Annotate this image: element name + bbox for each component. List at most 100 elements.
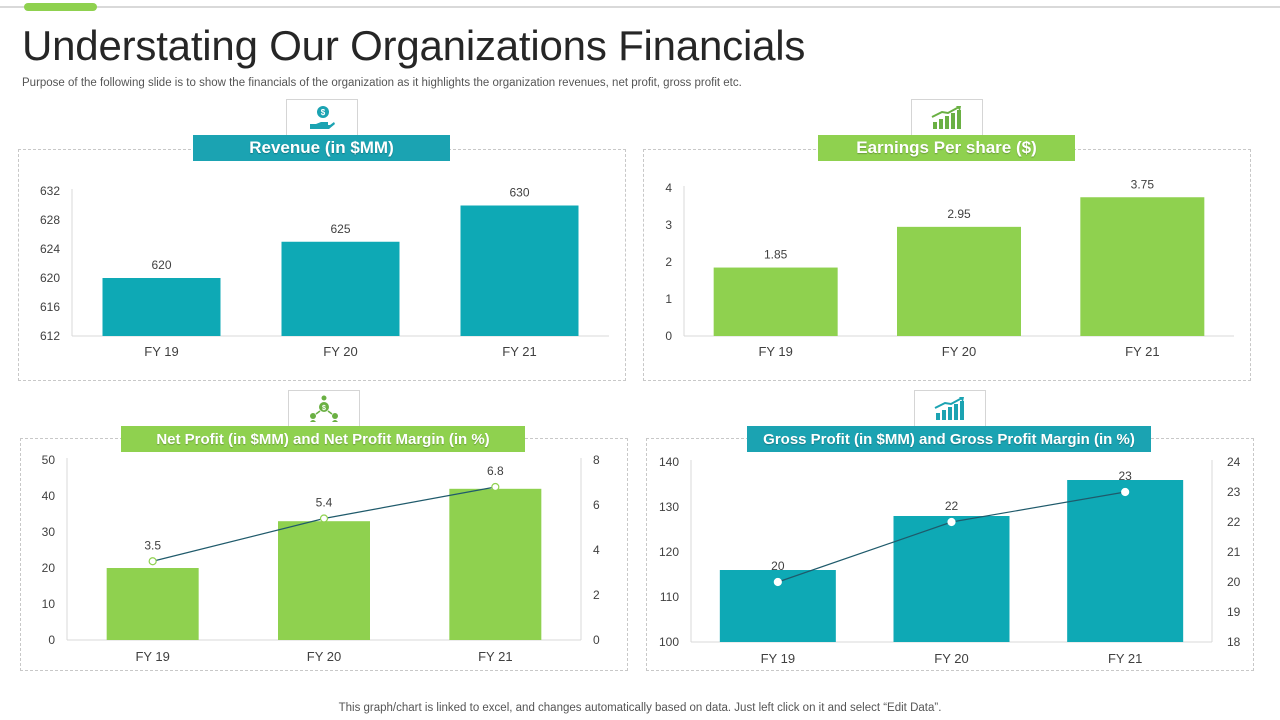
x-tick-label: FY 21 <box>1125 344 1159 359</box>
eps-banner: Earnings Per share ($) <box>818 135 1075 161</box>
gross-profit-banner-label: Gross Profit (in $MM) and Gross Profit M… <box>763 430 1135 448</box>
margin-point <box>773 577 782 587</box>
y2-tick-label: 19 <box>1227 605 1241 619</box>
y2-tick-label: 8 <box>593 453 600 467</box>
top-divider <box>0 6 1280 8</box>
eps-icon-box <box>911 99 983 137</box>
data-label: 620 <box>151 258 171 272</box>
y2-tick-label: 18 <box>1227 635 1241 649</box>
revenue-icon-box: $ <box>286 99 358 137</box>
bar <box>460 205 579 336</box>
top-accent-bar <box>24 3 97 11</box>
bar <box>713 267 838 336</box>
network-money-icon: $ <box>310 395 338 422</box>
net-profit-banner-label: Net Profit (in $MM) and Net Profit Margi… <box>156 430 490 448</box>
y-tick-label: 612 <box>40 329 60 343</box>
y-tick-label: 10 <box>42 597 56 611</box>
y-tick-label: 120 <box>659 545 679 559</box>
data-label: 22 <box>945 499 959 513</box>
gross-profit-chart[interactable]: 100 110 120 130 140 18 19 20 21 22 23 24 FY 19 FY 20 F… <box>647 439 1253 670</box>
x-tick-label: FY 19 <box>135 649 169 664</box>
y-tick-label: 110 <box>660 590 679 604</box>
gross-profit-panel: 100 110 120 130 140 18 19 20 21 22 23 24 FY 19 FY 20 F… <box>646 438 1254 671</box>
x-tick-label: FY 20 <box>934 651 968 666</box>
y2-tick-label: 2 <box>593 588 600 602</box>
bar <box>1067 480 1184 642</box>
eps-banner-label: Earnings Per share ($) <box>856 138 1037 157</box>
y2-tick-label: 6 <box>593 498 600 512</box>
margin-point <box>491 482 500 492</box>
y-tick-label: 632 <box>40 184 60 198</box>
x-tick-label: FY 19 <box>144 344 178 359</box>
data-label: 630 <box>509 186 529 200</box>
y2-tick-label: 24 <box>1227 455 1241 469</box>
money-hand-icon: $ <box>310 106 335 129</box>
data-label: 6.8 <box>487 464 504 478</box>
x-tick-label: FY 21 <box>478 649 512 664</box>
y-tick-label: 30 <box>42 525 56 539</box>
x-tick-label: FY 21 <box>1108 651 1142 666</box>
growth-chart-icon <box>934 397 964 420</box>
bar <box>449 488 542 640</box>
gross-profit-icon-box <box>914 390 986 428</box>
y-tick-label: 100 <box>659 635 679 649</box>
y-tick-label: 1 <box>665 292 672 306</box>
y-tick-label: 616 <box>40 300 60 314</box>
data-label: 3.75 <box>1131 177 1155 191</box>
y2-tick-label: 23 <box>1227 485 1241 499</box>
y-tick-label: 3 <box>665 218 672 232</box>
data-label: 3.5 <box>144 538 161 552</box>
bar <box>106 568 199 640</box>
x-tick-label: FY 20 <box>323 344 357 359</box>
revenue-chart[interactable]: 612 616 620 624 628 632 FY 19 FY 20 FY 21 620 625 6… <box>19 150 625 380</box>
x-tick-label: FY 19 <box>761 651 795 666</box>
y-tick-label: 624 <box>40 242 60 256</box>
x-tick-label: FY 20 <box>307 649 341 664</box>
y2-tick-label: 21 <box>1227 545 1241 559</box>
data-label: 5.4 <box>316 496 333 510</box>
y2-tick-label: 0 <box>593 633 600 647</box>
revenue-panel: 612 616 620 624 628 632 FY 19 FY 20 FY 21 620 625 6… <box>18 149 626 381</box>
bar <box>897 226 1021 336</box>
growth-bars-icon <box>931 106 961 129</box>
svg-text:$: $ <box>322 405 326 412</box>
x-tick-label: FY 19 <box>758 344 792 359</box>
margin-point <box>947 517 956 527</box>
page-subtitle: Purpose of the following slide is to sho… <box>22 77 742 89</box>
bar <box>281 241 400 336</box>
revenue-banner: Revenue (in $MM) <box>193 135 450 161</box>
y-tick-label: 40 <box>42 489 56 503</box>
net-profit-banner: Net Profit (in $MM) and Net Profit Margi… <box>121 426 525 452</box>
data-label: 1.85 <box>764 248 788 262</box>
page-title: Understating Our Organizations Financial… <box>22 22 806 69</box>
revenue-banner-label: Revenue (in $MM) <box>249 138 394 157</box>
bar <box>1080 197 1205 336</box>
x-tick-label: FY 21 <box>502 344 536 359</box>
y-tick-label: 0 <box>48 633 55 647</box>
eps-panel: 0 1 2 3 4 FY 19 FY 20 FY 21 1.85 2.95 3.75 <box>643 149 1251 381</box>
y2-tick-label: 22 <box>1227 515 1241 529</box>
eps-chart[interactable]: 0 1 2 3 4 FY 19 FY 20 FY 21 1.85 2.95 3.75 <box>644 150 1250 380</box>
y2-tick-label: 20 <box>1227 575 1241 589</box>
net-profit-icon-box: $ <box>288 390 360 428</box>
data-label: 23 <box>1118 469 1132 483</box>
y-tick-label: 50 <box>42 453 56 467</box>
x-tick-label: FY 20 <box>942 344 976 359</box>
bar <box>102 278 221 336</box>
svg-text:$: $ <box>321 108 326 117</box>
y-tick-label: 20 <box>42 561 56 575</box>
footer-note: This graph/chart is linked to excel, and… <box>338 702 942 714</box>
y-tick-label: 4 <box>665 181 672 195</box>
y-tick-label: 140 <box>659 455 679 469</box>
data-label: 20 <box>771 559 785 573</box>
bar <box>278 521 370 640</box>
net-profit-panel: 0 10 20 30 40 50 0 2 4 6 8 FY 19 FY 20 FY 21 3.5 5.4 6.8 <box>20 438 628 671</box>
y-tick-label: 0 <box>665 329 672 343</box>
y-tick-label: 130 <box>659 500 679 514</box>
y2-tick-label: 4 <box>593 543 600 557</box>
y-tick-label: 628 <box>40 213 60 227</box>
y-tick-label: 2 <box>665 255 672 269</box>
gross-profit-banner: Gross Profit (in $MM) and Gross Profit M… <box>747 426 1151 452</box>
data-label: 2.95 <box>947 207 971 221</box>
net-profit-chart[interactable]: 0 10 20 30 40 50 0 2 4 6 8 FY 19 FY 20 FY 21 3.5 5.4 6.8 <box>21 439 627 670</box>
